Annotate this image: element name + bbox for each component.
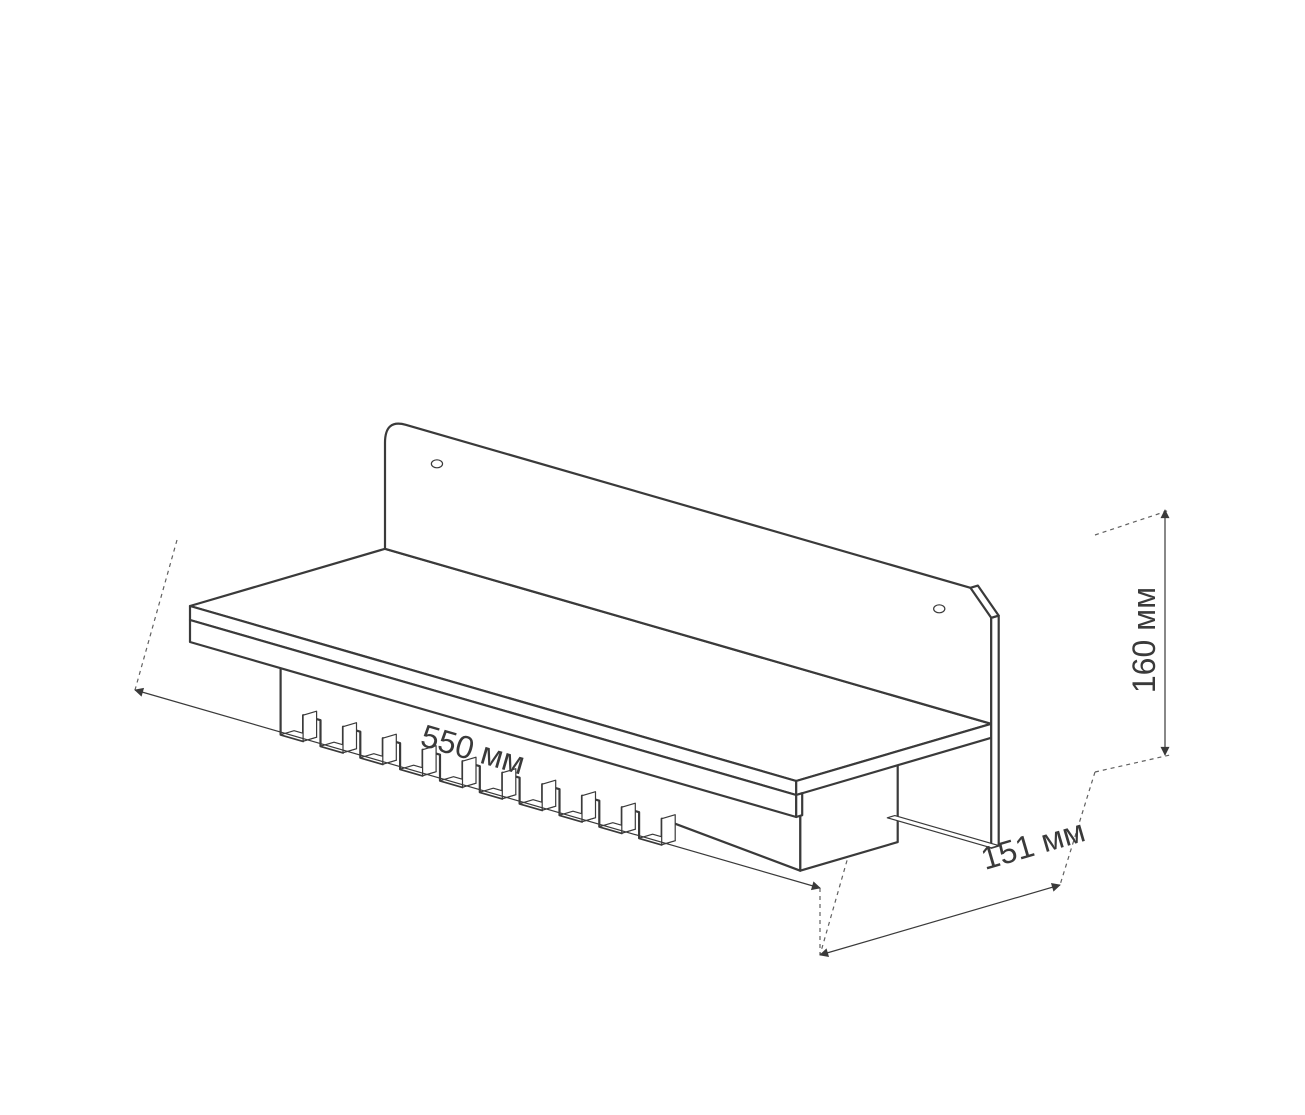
dimension-height-label: 160 мм (1126, 587, 1162, 693)
technical-drawing: 550 мм 151 мм 160 мм (0, 0, 1305, 1115)
shelf-object (190, 424, 999, 871)
